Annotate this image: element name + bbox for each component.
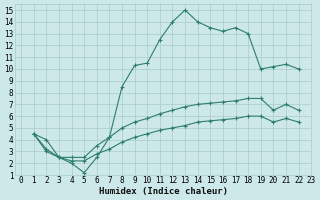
X-axis label: Humidex (Indice chaleur): Humidex (Indice chaleur) [99,187,228,196]
